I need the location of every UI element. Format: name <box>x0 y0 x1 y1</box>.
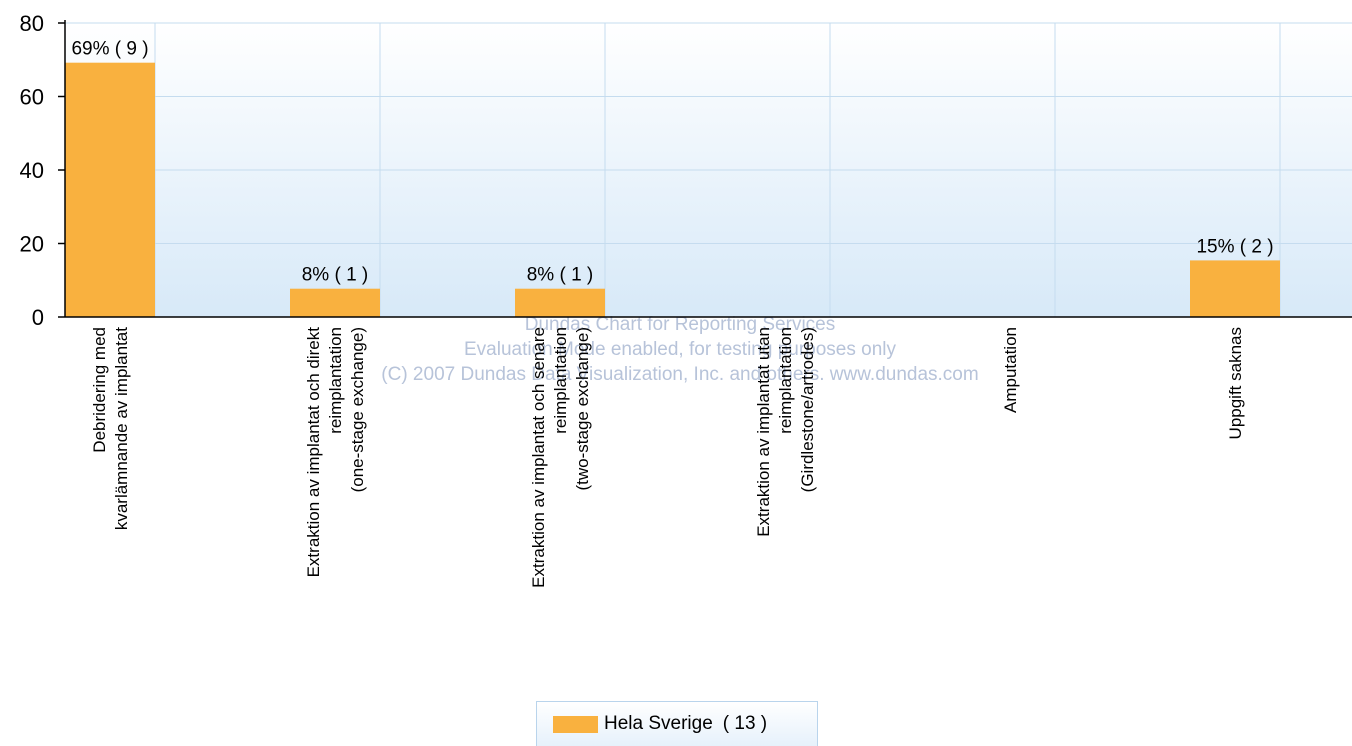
bar <box>515 288 605 317</box>
x-category-label: (Girdlestone/artrodes) <box>798 327 817 492</box>
bar-data-label: 8% ( 1 ) <box>527 265 594 286</box>
y-tick-label: 0 <box>32 305 44 330</box>
bar-data-label: 15% ( 2 ) <box>1196 236 1273 257</box>
bar-chart: Dundas Chart for Reporting Services Evalu… <box>20 11 1352 588</box>
watermark: Dundas Chart for Reporting Services Evalu… <box>381 314 978 385</box>
y-tick-label: 80 <box>20 11 44 36</box>
x-category-label: Extraktion av implantat och direkt <box>304 327 323 578</box>
x-category-label: Debridering med <box>90 327 109 453</box>
x-category-label: (two-stage exchange) <box>573 327 592 490</box>
grid-lines <box>65 22 1352 317</box>
x-category-label: Extraktion av implantat och senare <box>529 327 548 588</box>
watermark-line: Evaluation Mode enabled, for testing pur… <box>464 339 896 360</box>
axes <box>64 20 1352 318</box>
x-category-label: reimplantation <box>776 327 795 434</box>
x-category-label: Uppgift saknas <box>1226 327 1245 439</box>
y-tick-label: 40 <box>20 158 44 183</box>
bar-data-label: 8% ( 1 ) <box>302 265 369 286</box>
legend: Hela Sverige ( 13 ) <box>536 701 818 746</box>
x-category-label: reimplantation <box>326 327 345 434</box>
category-labels: Debridering med kvarlämnande av implantat… <box>90 327 1245 588</box>
y-axis-ticks: 0 20 40 60 80 <box>20 11 65 330</box>
bar <box>290 288 380 317</box>
bars <box>65 62 1280 317</box>
y-tick-label: 20 <box>20 232 44 257</box>
x-category-label: reimplantation <box>551 327 570 434</box>
x-category-label: (one-stage exchange) <box>348 327 367 492</box>
data-labels: 69% ( 9 ) 8% ( 1 ) 8% ( 1 ) 15% ( 2 ) <box>71 39 1273 286</box>
bar-data-label: 69% ( 9 ) <box>71 39 148 60</box>
watermark-line: (C) 2007 Dundas Data Visualization, Inc.… <box>381 364 978 385</box>
legend-series-name: Hela Sverige <box>604 713 713 734</box>
legend-series-count: ( 13 ) <box>722 713 768 734</box>
x-category-label: kvarlämnande av implantat <box>112 327 131 530</box>
watermark-line: Dundas Chart for Reporting Services <box>525 314 835 335</box>
y-tick-label: 60 <box>20 85 44 110</box>
x-category-label: Amputation <box>1001 327 1020 413</box>
bar <box>65 62 155 317</box>
bar <box>1190 260 1280 317</box>
legend-swatch <box>553 715 598 733</box>
x-category-label: Extraktion av implantat utan <box>754 327 773 537</box>
